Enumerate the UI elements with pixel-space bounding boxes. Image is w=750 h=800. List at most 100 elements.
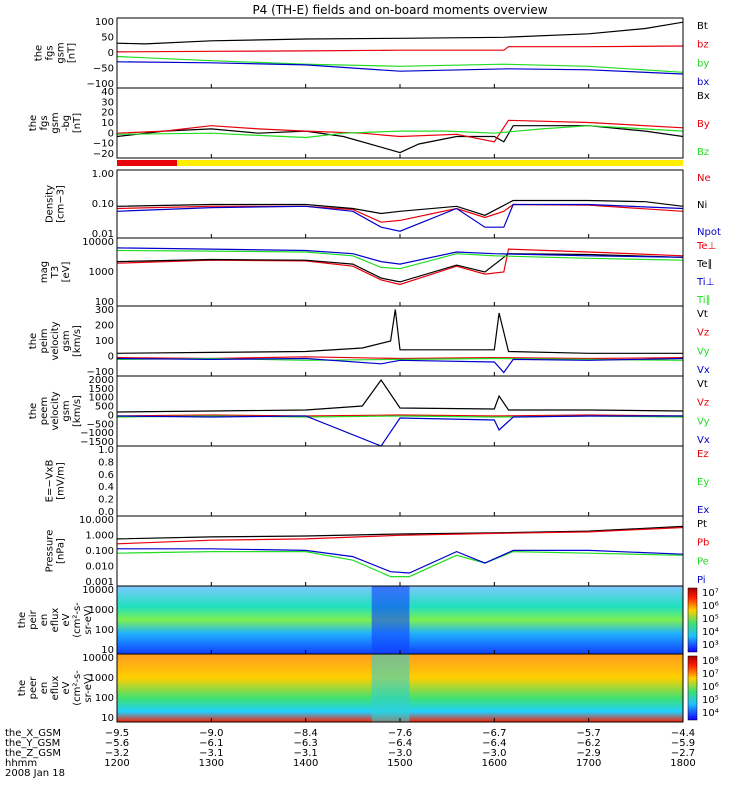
y-axis-label: en: [39, 682, 50, 695]
x-tick-label: −9.0: [199, 728, 223, 739]
panel-density: 1.00 0.10 0.01 Density [cm−3] Ne Ni Npot: [45, 169, 721, 240]
y-tick-label: 0: [108, 410, 114, 421]
y-axis-label: fgs: [45, 45, 56, 60]
y-tick-label: 0.2: [98, 495, 114, 506]
y-tick-label: −1500: [80, 437, 114, 448]
panel-pressure: 10.000 1.000 0.100 0.010 0.001 Pressure [nPa] P…: [45, 515, 710, 588]
x-tick-label: −2.7: [671, 748, 695, 759]
y-axis-label: velocity: [50, 321, 61, 360]
y-tick-label: 1000: [89, 393, 114, 404]
legend-entry: Vz: [697, 328, 709, 339]
legend-entry: Ez: [697, 449, 709, 460]
y-axis-label: fgs: [39, 115, 50, 130]
x-tick-label: −6.1: [199, 738, 223, 749]
y-tick-label: −500: [87, 419, 114, 430]
x-tick-label: −6.4: [388, 738, 412, 749]
x-tick-label: −2.9: [577, 748, 601, 759]
y-axis-label: eflux: [50, 608, 61, 633]
y-tick-label: 0.0: [98, 507, 114, 518]
y-axis-label: T3: [50, 266, 61, 279]
series-Bx: [117, 125, 683, 154]
y-tick-label: 0.10: [92, 199, 114, 210]
y-tick-label: 50: [101, 33, 114, 44]
y-tick-label: 0.001: [85, 577, 114, 588]
chart-title: P4 (TH-E) fields and on-board moments ov…: [252, 3, 547, 17]
y-tick-label: 0.8: [98, 457, 114, 468]
series-Pi: [117, 548, 683, 574]
series-Vt: [117, 378, 683, 413]
y-axis-label: eV: [61, 681, 72, 694]
y-tick-label: 0.4: [98, 482, 114, 493]
y-axis-label: en: [39, 614, 50, 627]
y-tick-label: 100: [95, 693, 114, 704]
series-Bz: [117, 125, 683, 139]
legend-entry: Bz: [697, 147, 709, 158]
spectrogram-event: [371, 654, 410, 722]
y-tick-label: −100: [87, 79, 114, 90]
y-tick-label: 500: [95, 402, 114, 413]
x-row-label: 2008 Jan 18: [5, 768, 65, 779]
y-tick-label: 10: [101, 713, 114, 724]
y-tick-label: 1.0: [98, 445, 114, 456]
panel-peer: 10⁸ 10⁷ 10⁶ 10⁵ 10⁴ 10000 1000 100 10 the peer en ef…: [17, 653, 719, 724]
legend-entry: bx: [697, 77, 709, 88]
x-tick-label: −3.1: [199, 748, 223, 759]
legend-entry: bz: [697, 40, 709, 51]
y-tick-label: 1.000: [85, 531, 114, 542]
y-axis-label: the: [17, 612, 28, 628]
y-axis-label: [nPa]: [56, 538, 67, 564]
y-axis-label: (cm²-s-: [72, 670, 83, 706]
legend-entry: Vz: [697, 398, 709, 409]
y-axis-label: the: [28, 115, 39, 131]
y-axis-label: mag: [39, 261, 50, 283]
x-tick-label: −6.7: [482, 728, 506, 739]
x-tick-label: 1300: [199, 758, 224, 769]
y-axis-label: E=−VxB: [45, 460, 56, 503]
panel-peir: 10⁷ 10⁶ 10⁵ 10⁴ 10³ 10000 1000 100 10 the peir en ef…: [17, 585, 719, 656]
x-row-label: hhmm: [5, 758, 37, 769]
x-tick-label: −5.9: [671, 738, 695, 749]
series-Te⊥: [117, 248, 683, 286]
x-tick-label: −7.6: [388, 728, 412, 739]
x-tick-label: 1700: [576, 758, 601, 769]
y-axis-label: gsm: [50, 112, 61, 133]
series-Npot: [117, 203, 683, 232]
colorbar: [687, 587, 698, 653]
y-tick-label: 100: [95, 17, 114, 28]
series-Pb: [117, 526, 683, 545]
y-tick-label: −10: [93, 139, 114, 150]
panel-peim_vel: 300 200 100 0 −100 the peim velocity gsm [km/s] Vt…: [28, 305, 710, 378]
series-Ne: [117, 203, 683, 223]
y-axis-label: gsm: [56, 42, 67, 63]
y-tick-label: −50: [93, 64, 114, 75]
y-tick-label: 30: [101, 97, 114, 108]
colorbar-label: 10⁵: [702, 614, 719, 625]
x-tick-label: −5.6: [105, 738, 129, 749]
panel-frame: [116, 305, 684, 377]
x-row-label: the_Z_GSM: [5, 748, 61, 759]
colorbar-label: 10⁶: [702, 682, 719, 693]
x-tick-label: 1600: [482, 758, 507, 769]
x-tick-label: 1200: [104, 758, 129, 769]
x-tick-label: −9.5: [105, 728, 129, 739]
series-By: [117, 119, 683, 143]
y-axis-label: the: [28, 403, 39, 419]
spectrogram-event: [371, 586, 410, 654]
y-tick-label: 200: [95, 321, 114, 332]
y-axis-label: [mV/m]: [56, 462, 67, 500]
legend-entry: by: [697, 58, 709, 69]
y-tick-label: 0: [108, 48, 114, 59]
mode-bar-yellow: [177, 160, 683, 166]
y-tick-label: 40: [101, 87, 114, 98]
y-axis-label: velocity: [50, 391, 61, 430]
y-tick-label: 2000: [89, 375, 114, 386]
legend-entry: Ex: [697, 505, 709, 516]
y-axis-label: [km/s]: [72, 395, 83, 427]
series-Vx: [117, 415, 683, 446]
y-axis-label: [eV]: [61, 262, 72, 283]
x-tick-label: −8.4: [294, 728, 318, 739]
